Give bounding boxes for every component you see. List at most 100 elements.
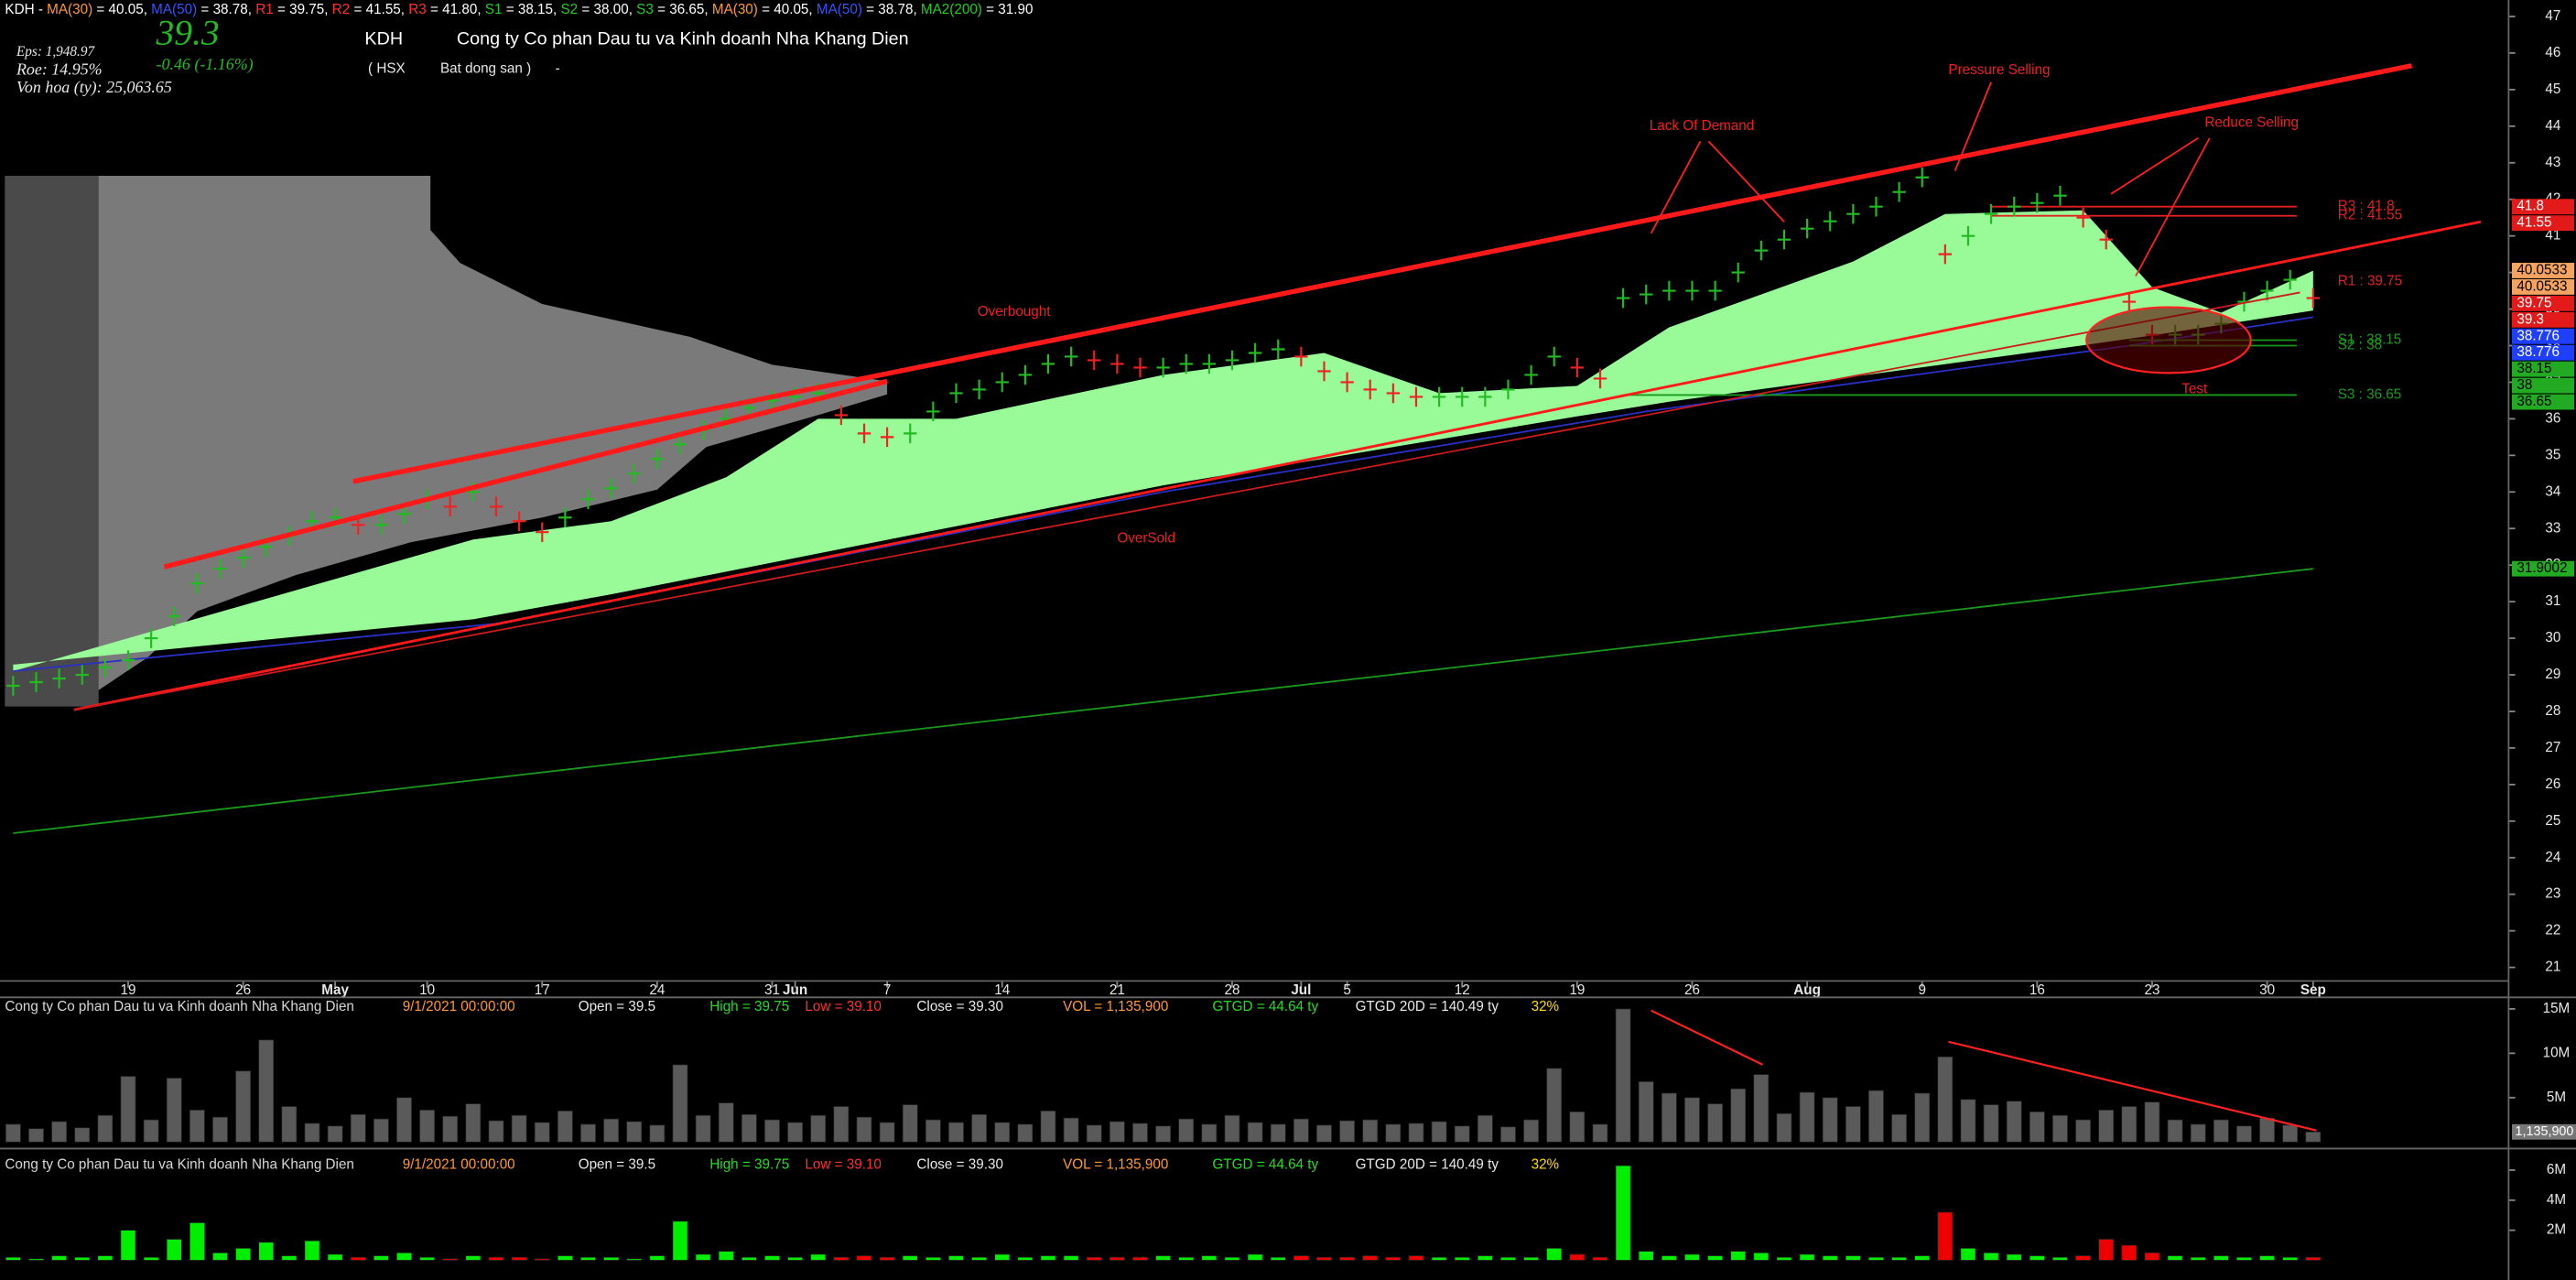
- price-mark: [1777, 229, 1791, 250]
- x-tick-label: 7: [883, 982, 891, 998]
- volume-bar: [1661, 1255, 1677, 1261]
- volume-bar: [856, 1116, 872, 1143]
- price-mark: [650, 449, 665, 470]
- header-segment: MA(30): [712, 2, 758, 17]
- price-mark: [834, 405, 849, 426]
- volume-bar: [971, 1113, 988, 1143]
- volume-bar: [1408, 1255, 1424, 1261]
- price-mark: [1524, 364, 1538, 385]
- volume-bar: [534, 1122, 550, 1143]
- volume-bar: [1224, 1256, 1240, 1261]
- price-mark: [1272, 339, 1285, 360]
- volume-info: 9/1/2021 00:00:00: [403, 1156, 515, 1172]
- x-tick-label: 26: [1684, 982, 1700, 998]
- volume-bar: [373, 1118, 389, 1143]
- header-segment: MA(50): [817, 2, 862, 17]
- volume-bar: [1109, 1121, 1125, 1143]
- volume-bar: [902, 1255, 918, 1261]
- volume-bar: [948, 1255, 964, 1261]
- volume-bar: [1155, 1255, 1172, 1261]
- price-mark: [1685, 280, 1699, 301]
- volume-bar: [2121, 1106, 2138, 1143]
- volume-bar: [1868, 1256, 1884, 1261]
- volume-bar: [1201, 1123, 1218, 1143]
- volume-bar: [1776, 1112, 1792, 1143]
- volume-bar: [1247, 1122, 1263, 1143]
- volume-bar: [97, 1114, 114, 1143]
- volume-bar: [2259, 1255, 2276, 1261]
- header-segment: KDH -: [5, 2, 47, 17]
- x-tick-label: 19: [1569, 982, 1585, 998]
- price-mark: [1018, 364, 1033, 385]
- volume-bar: [580, 1123, 596, 1143]
- volume-bar: [120, 1230, 136, 1261]
- price-mark: [1915, 167, 1929, 188]
- price-tag-label: 39.3: [2516, 311, 2544, 327]
- volume-bar: [258, 1039, 275, 1143]
- volume-bar: [511, 1114, 527, 1143]
- volume-bar: [718, 1251, 734, 1261]
- volume-bar: [1592, 1256, 1608, 1261]
- price-mark: [972, 379, 986, 400]
- volume-bar: [304, 1123, 320, 1143]
- volume-bar: [787, 1122, 804, 1143]
- y-tick-label: 28: [2545, 703, 2560, 719]
- x-tick-label: 5: [1343, 982, 1350, 998]
- volume-bar: [281, 1106, 298, 1143]
- volume-bar: [419, 1256, 436, 1261]
- y-tick-label: 24: [2545, 850, 2560, 865]
- volume-bar: [1684, 1253, 1700, 1261]
- volume-bar: [373, 1255, 389, 1261]
- volume-bar: [1914, 1092, 1931, 1143]
- volume-bar: [1063, 1255, 1079, 1261]
- volume-bar: [120, 1076, 136, 1143]
- annotation: OverSold: [1117, 531, 1175, 547]
- price-mark: [1593, 368, 1607, 389]
- header-segment: = 39.75,: [274, 2, 332, 17]
- volume-bar: [1477, 1114, 1493, 1143]
- price-mark: [1456, 386, 1469, 407]
- volume-bar: [833, 1106, 850, 1143]
- price-mark: [121, 650, 135, 670]
- volume-bar: [2098, 1110, 2115, 1143]
- volume-bar: [189, 1110, 205, 1143]
- price-tag-label: 31.9002: [2516, 560, 2567, 576]
- volume-info: GTGD 20D = 140.49 ty: [1356, 1156, 1499, 1172]
- volume-info: GTGD 20D = 140.49 ty: [1356, 999, 1499, 1014]
- volume-bar: [1983, 1252, 1999, 1261]
- x-tick-label: 9: [1918, 982, 1925, 998]
- price-tag: [2511, 361, 2575, 377]
- volume-bar: [1500, 1256, 1516, 1261]
- trend-line: [352, 63, 2413, 484]
- header-segment: = 36.65,: [654, 2, 712, 17]
- header-segment: = 38.78,: [862, 2, 921, 17]
- volume-bar: [235, 1247, 252, 1261]
- price-mark: [2099, 229, 2113, 250]
- header-segment: = 38.78,: [197, 2, 255, 17]
- price-tag: [2511, 278, 2575, 295]
- volume-bar: [51, 1121, 68, 1143]
- volume-bar: [5, 1256, 21, 1261]
- volume-bar: [1132, 1123, 1148, 1143]
- volume-bar: [2029, 1111, 2045, 1143]
- volume-bar: [1891, 1256, 1908, 1261]
- header-segment: = 31.90: [982, 2, 1034, 17]
- price-mark: [168, 606, 181, 626]
- annotation: Overbought: [978, 304, 1051, 320]
- volume-bar: [1546, 1247, 1563, 1261]
- volume-bar: [1937, 1211, 1954, 1261]
- price-mark: [512, 511, 526, 532]
- price-mark: [765, 390, 779, 411]
- x-tick-label: 19: [121, 982, 136, 998]
- volume-bar: [1086, 1256, 1102, 1261]
- volume-bar: [557, 1255, 573, 1261]
- volume-arrow: [1651, 1009, 2317, 1132]
- price-mark: [1478, 386, 1492, 407]
- price-tag: [2511, 377, 2575, 394]
- x-tick-label: 24: [649, 982, 665, 998]
- volume-bar: [1431, 1121, 1447, 1143]
- volume-bar: [488, 1256, 504, 1261]
- volume-bar: [1707, 1103, 1724, 1143]
- x-tick-label: Sep: [2300, 982, 2326, 998]
